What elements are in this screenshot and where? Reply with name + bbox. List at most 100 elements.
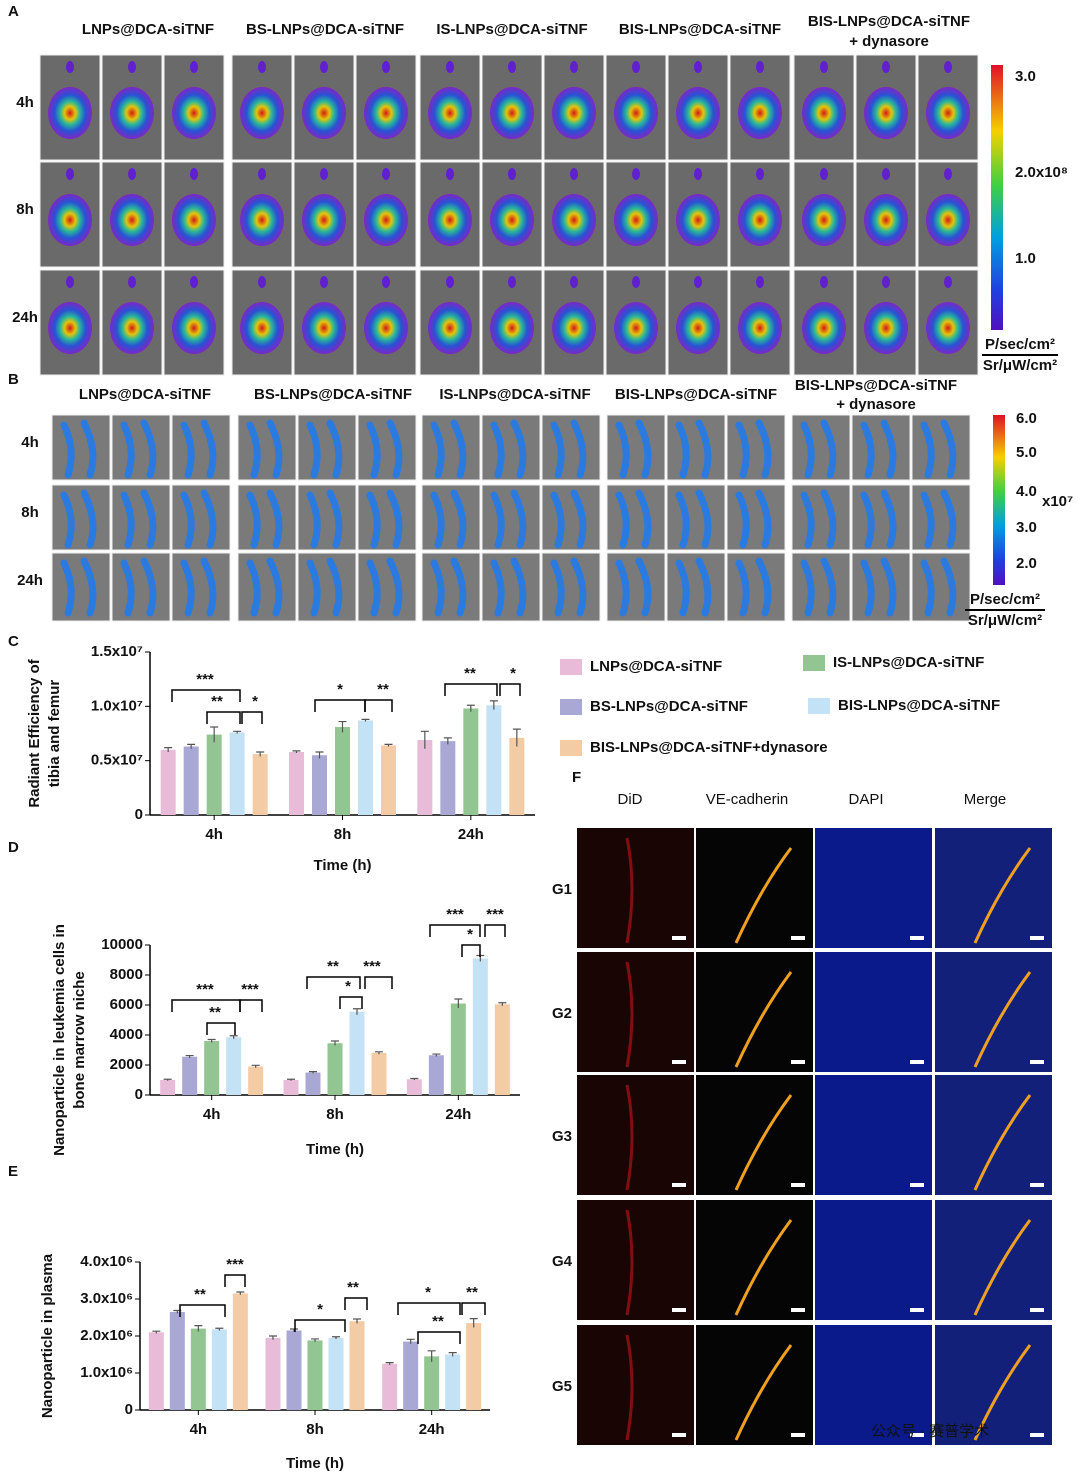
channel-header: DAPI (848, 791, 883, 808)
colorbar (991, 65, 1003, 330)
bone (246, 419, 283, 479)
significance-label: *** (446, 906, 464, 923)
bone (800, 419, 837, 479)
y-tick-label: 1.0x10⁶ (80, 1364, 133, 1381)
scale-bar (910, 1308, 924, 1312)
panel-label: A (8, 3, 19, 20)
legend-swatch (560, 659, 582, 675)
signal (320, 61, 328, 73)
significance-label: * (425, 1284, 431, 1301)
micrograph (696, 1200, 813, 1320)
signal (428, 302, 472, 354)
bone (490, 419, 527, 479)
signal (694, 276, 702, 288)
bone (735, 419, 772, 479)
bar (182, 1056, 198, 1095)
bone (920, 489, 957, 549)
y-tick-label: 3.0x10⁶ (80, 1290, 133, 1307)
bar (289, 751, 304, 815)
signal (820, 276, 828, 288)
legend-swatch (803, 655, 825, 671)
bone (180, 419, 217, 479)
micrograph (815, 1325, 932, 1445)
bar (206, 734, 222, 815)
vessel (973, 1094, 1032, 1191)
bone (306, 489, 343, 549)
signal (190, 61, 198, 73)
signal (128, 61, 136, 73)
significance-bracket (397, 1302, 461, 1315)
legend-label: LNPs@DCA-siTNF (590, 658, 722, 675)
micrograph (815, 952, 932, 1072)
micrograph (577, 952, 694, 1072)
significance-label: ** (209, 1004, 221, 1021)
x-tick-label: 4h (190, 1421, 208, 1438)
signal (570, 168, 578, 180)
significance-label: * (345, 978, 351, 995)
bone (860, 557, 897, 617)
signal (864, 194, 908, 246)
signal (172, 302, 216, 354)
signal (632, 168, 640, 180)
error-bar (432, 1053, 441, 1057)
unit: Sr/μW/cm² (968, 612, 1042, 629)
error-bar (256, 751, 265, 757)
significance-label: ** (194, 1286, 206, 1303)
error-bar (498, 1002, 507, 1006)
x-tick-label: 24h (419, 1421, 445, 1438)
error-bar (292, 750, 301, 754)
signal (48, 194, 92, 246)
bar (160, 749, 176, 815)
y-tick-label: 1.0x10⁷ (91, 697, 143, 714)
colorbar-scale: x10⁷ (1042, 493, 1073, 510)
bone (490, 557, 527, 617)
significance-label: ** (464, 665, 476, 682)
bar (305, 1072, 321, 1095)
error-bar (331, 1040, 339, 1046)
signal (382, 276, 390, 288)
signal (428, 194, 472, 246)
bar (440, 741, 456, 815)
significance-label: ** (211, 693, 223, 710)
micrograph (696, 1075, 813, 1195)
signal (508, 276, 516, 288)
scale-bar (1030, 1183, 1044, 1187)
signal (364, 302, 408, 354)
micrograph (815, 828, 932, 948)
signal (364, 194, 408, 246)
bone (60, 489, 97, 549)
bone (920, 557, 957, 617)
significance-bracket (306, 976, 361, 989)
signal (446, 168, 454, 180)
significance-label: *** (226, 1256, 244, 1273)
signal (738, 302, 782, 354)
signal (258, 168, 266, 180)
signal (882, 61, 890, 73)
significance-bracket (417, 1331, 461, 1344)
significance-label: *** (241, 981, 259, 998)
bar (445, 1354, 461, 1410)
error-bar (194, 1325, 203, 1332)
row-label: G3 (552, 1128, 572, 1145)
x-axis-title: Time (h) (306, 1141, 364, 1158)
vessel (734, 1094, 793, 1191)
signal (302, 87, 346, 139)
y-axis-title: tibia and femur (46, 680, 63, 788)
row-label: G2 (552, 1005, 572, 1022)
panel-label: E (8, 1163, 18, 1180)
bone (490, 489, 527, 549)
error-bar (375, 1051, 383, 1055)
bone (246, 489, 283, 549)
scale-bar (791, 1183, 805, 1187)
significance-label: *** (363, 958, 381, 975)
vessel (973, 1344, 1032, 1441)
bar (486, 705, 502, 815)
bar (463, 708, 479, 815)
error-bar (287, 1078, 295, 1081)
row-label: 8h (16, 201, 34, 218)
bone (615, 419, 652, 479)
bone (180, 489, 217, 549)
significance-bracket (206, 711, 241, 724)
signal (694, 168, 702, 180)
